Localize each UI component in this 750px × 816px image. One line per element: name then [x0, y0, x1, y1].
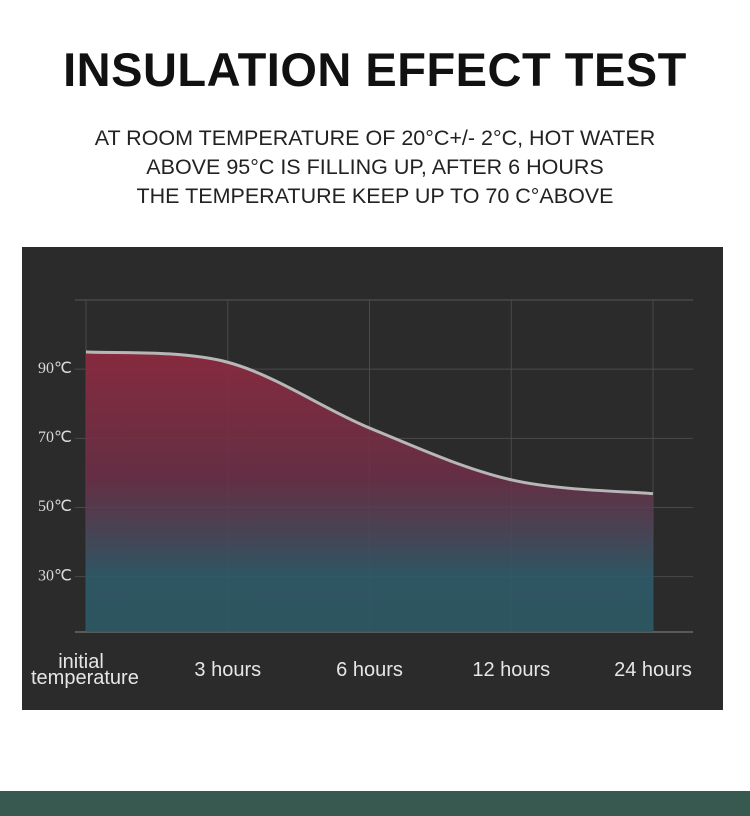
- subtitle: AT ROOM TEMPERATURE OF 20°C+/- 2°C, HOT …: [0, 124, 750, 211]
- y-tick-label: 70℃: [38, 429, 72, 446]
- x-tick-label: 3 hours: [194, 659, 262, 681]
- area-fill: [86, 351, 653, 632]
- footer-band: [0, 791, 750, 816]
- subtitle-line: AT ROOM TEMPERATURE OF 20°C+/- 2°C, HOT …: [94, 126, 656, 150]
- x-tick-label: initial temperature: [31, 651, 139, 689]
- title: INSULATION EFFECT TEST: [63, 43, 687, 96]
- line: [85, 350, 654, 496]
- x-tick-label: 24 hours: [614, 659, 692, 681]
- x-tick-label: 6 hours: [336, 659, 403, 681]
- y-tick-label: 50℃: [38, 498, 72, 515]
- y-tick-label: 30℃: [38, 567, 72, 584]
- subtitle-line: THE TEMPERATURE KEEP UP TO 70 C°ABOVE: [136, 184, 614, 208]
- x-tick-label: 12 hours: [472, 659, 551, 681]
- subtitle-line: ABOVE 95°C IS FILLING UP, AFTER 6 HOURS: [146, 155, 604, 179]
- y-tick-label: 90℃: [38, 360, 72, 377]
